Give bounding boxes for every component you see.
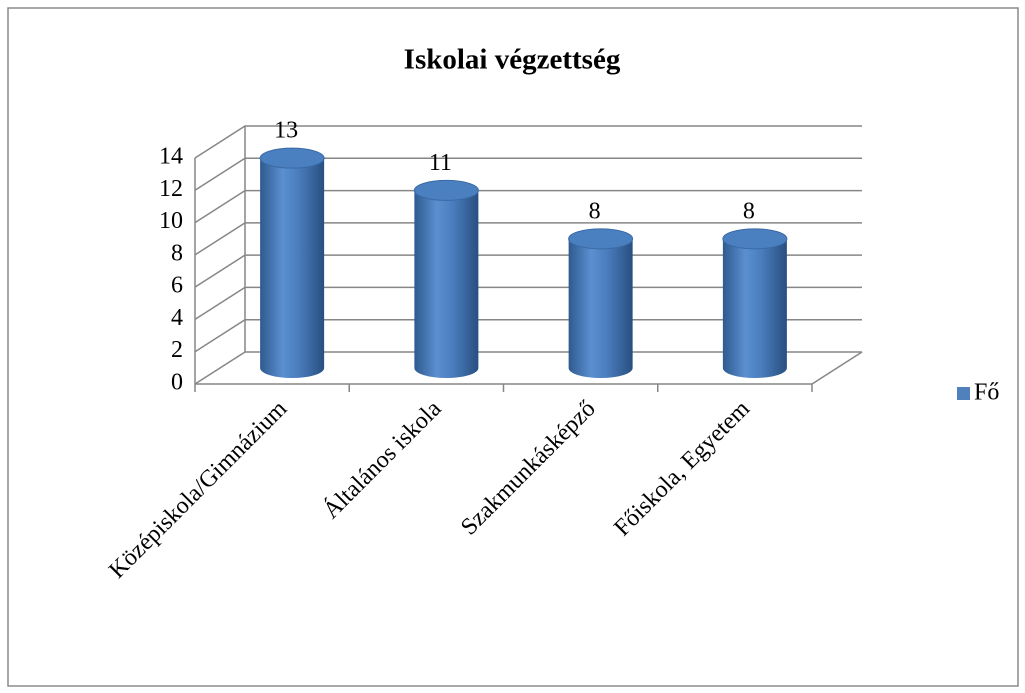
y-tick-label: 6 xyxy=(171,273,183,299)
y-tick-label: 2 xyxy=(171,337,183,363)
bar xyxy=(568,238,633,378)
y-tick-label: 8 xyxy=(171,240,183,266)
data-label: 8 xyxy=(589,198,601,224)
bar-top xyxy=(259,147,325,169)
bar xyxy=(260,158,325,378)
bar-top xyxy=(568,228,634,250)
legend-swatch xyxy=(957,387,970,400)
bar-top xyxy=(722,228,788,250)
y-tick-label: 14 xyxy=(159,144,183,170)
data-label: 13 xyxy=(274,118,298,144)
chart-title: Iskolai végzettség xyxy=(404,44,621,76)
y-tick-label: 12 xyxy=(159,176,183,202)
data-label: 11 xyxy=(429,150,452,176)
legend-label: Fő xyxy=(974,380,999,406)
chart-border xyxy=(7,7,1019,687)
data-label: 8 xyxy=(743,198,755,224)
y-tick-label: 0 xyxy=(171,370,183,396)
y-tick-label: 10 xyxy=(159,208,183,234)
bar xyxy=(414,190,479,378)
bar xyxy=(722,238,787,378)
bar-top xyxy=(413,179,479,201)
y-tick-label: 4 xyxy=(171,305,183,331)
